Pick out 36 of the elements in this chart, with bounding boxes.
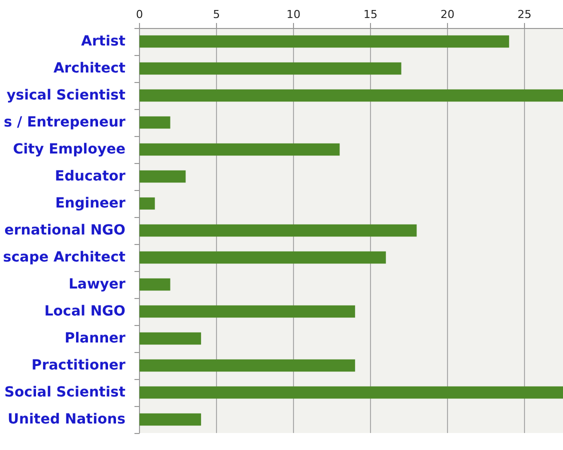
- bar: [139, 143, 340, 156]
- y-tick-label: ysical Scientist: [6, 88, 126, 104]
- y-tick-label: Architect: [53, 60, 126, 76]
- bar: [139, 116, 170, 129]
- bar: [139, 251, 386, 264]
- bar: [139, 35, 510, 48]
- y-tick-label: scape Architect: [3, 250, 126, 266]
- y-tick-label: United Nations: [8, 412, 126, 428]
- x-tick-label: 25: [517, 8, 532, 21]
- bar: [139, 62, 402, 75]
- x-tick-label: 15: [363, 8, 378, 21]
- y-tick-label: Educator: [54, 168, 126, 184]
- y-tick-label: Local NGO: [44, 304, 126, 320]
- x-tick-label: 5: [212, 8, 220, 21]
- bar: [139, 197, 155, 210]
- y-tick-label: s / Entrepeneur: [4, 114, 126, 130]
- bar: [139, 278, 170, 291]
- bar: [139, 413, 202, 426]
- bar: [139, 170, 186, 183]
- y-tick-label: Artist: [81, 34, 126, 50]
- bar: [139, 359, 356, 372]
- x-tick-label: 10: [286, 8, 300, 21]
- bar: [139, 89, 563, 102]
- bar: [139, 332, 202, 345]
- y-tick-label: Planner: [64, 330, 126, 346]
- y-tick-label: Lawyer: [68, 276, 126, 292]
- y-tick-label: City Employee: [12, 142, 126, 158]
- x-tick-label: 20: [440, 8, 454, 21]
- bar: [139, 386, 563, 399]
- bar: [139, 305, 356, 318]
- x-tick-label: 0: [136, 8, 143, 21]
- y-tick-label: Social Scientist: [4, 384, 126, 400]
- y-tick-label: Engineer: [55, 196, 126, 212]
- bar: [139, 224, 417, 237]
- y-tick-label: ernational NGO: [4, 222, 126, 238]
- y-tick-label: Practitioner: [32, 358, 126, 374]
